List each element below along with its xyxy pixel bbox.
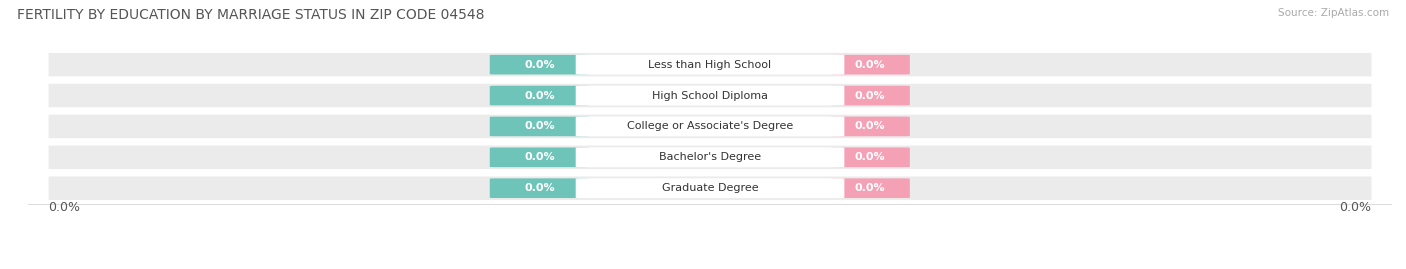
FancyBboxPatch shape <box>49 84 1371 107</box>
FancyBboxPatch shape <box>831 147 910 167</box>
Text: College or Associate's Degree: College or Associate's Degree <box>627 121 793 132</box>
FancyBboxPatch shape <box>49 115 1371 138</box>
Text: 0.0%: 0.0% <box>49 201 80 214</box>
Text: High School Diploma: High School Diploma <box>652 91 768 101</box>
Text: 0.0%: 0.0% <box>524 91 555 101</box>
FancyBboxPatch shape <box>489 178 589 198</box>
FancyBboxPatch shape <box>831 116 910 136</box>
FancyBboxPatch shape <box>575 178 845 198</box>
Text: 0.0%: 0.0% <box>855 183 886 193</box>
Text: 0.0%: 0.0% <box>855 91 886 101</box>
Text: 0.0%: 0.0% <box>855 152 886 162</box>
FancyBboxPatch shape <box>489 86 589 105</box>
Text: 0.0%: 0.0% <box>524 152 555 162</box>
FancyBboxPatch shape <box>575 116 845 136</box>
Text: Source: ZipAtlas.com: Source: ZipAtlas.com <box>1278 8 1389 18</box>
FancyBboxPatch shape <box>831 178 910 198</box>
FancyBboxPatch shape <box>831 86 910 105</box>
FancyBboxPatch shape <box>49 176 1371 200</box>
FancyBboxPatch shape <box>49 53 1371 76</box>
FancyBboxPatch shape <box>489 147 589 167</box>
FancyBboxPatch shape <box>489 116 589 136</box>
FancyBboxPatch shape <box>489 55 589 75</box>
FancyBboxPatch shape <box>575 55 845 75</box>
Text: Less than High School: Less than High School <box>648 60 772 70</box>
Text: 0.0%: 0.0% <box>524 60 555 70</box>
FancyBboxPatch shape <box>49 146 1371 169</box>
Text: 0.0%: 0.0% <box>524 183 555 193</box>
Text: 0.0%: 0.0% <box>855 60 886 70</box>
FancyBboxPatch shape <box>575 86 845 105</box>
Text: Graduate Degree: Graduate Degree <box>662 183 758 193</box>
Text: 0.0%: 0.0% <box>855 121 886 132</box>
FancyBboxPatch shape <box>575 147 845 167</box>
Text: 0.0%: 0.0% <box>1340 201 1371 214</box>
FancyBboxPatch shape <box>831 55 910 75</box>
Text: Bachelor's Degree: Bachelor's Degree <box>659 152 761 162</box>
Text: FERTILITY BY EDUCATION BY MARRIAGE STATUS IN ZIP CODE 04548: FERTILITY BY EDUCATION BY MARRIAGE STATU… <box>17 8 485 22</box>
Text: 0.0%: 0.0% <box>524 121 555 132</box>
